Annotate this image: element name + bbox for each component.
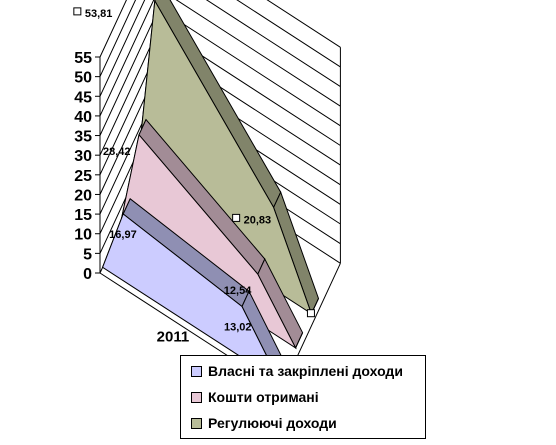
- y-tick-label: 50: [74, 70, 92, 87]
- legend-swatch-2: [191, 417, 202, 429]
- y-tick-label: 55: [74, 50, 92, 67]
- legend-item-1: Кошти отримані: [191, 387, 319, 407]
- legend-label-0: Власні та закріплені доходи: [208, 363, 403, 379]
- data-label-2-1: 20,83: [244, 214, 272, 226]
- y-tick-label: 15: [74, 207, 92, 224]
- data-label-1-1: 12,54: [224, 285, 252, 297]
- legend: Власні та закріплені доходи Кошти отрима…: [180, 355, 426, 439]
- legend-swatch-1: [191, 391, 202, 403]
- legend-swatch-0: [191, 365, 202, 377]
- y-tick-label: 30: [74, 148, 92, 165]
- y-tick-label: 25: [74, 168, 92, 185]
- legend-item-2: Регулюючі доходи: [191, 413, 337, 433]
- series-1-end: [295, 332, 304, 349]
- legend-label-2: Регулюючі доходи: [208, 415, 337, 431]
- gridline-45: [99, 0, 341, 97]
- category-label-2011: 2011: [157, 328, 190, 345]
- y-tick-label: 40: [74, 109, 92, 126]
- legend-item-0: Власні та закріплені доходи: [191, 361, 403, 381]
- y-tick-label: 5: [83, 246, 92, 263]
- marker-2-0: [73, 7, 82, 16]
- y-tick-label: 45: [74, 89, 92, 106]
- data-label-2-0: 53,81: [85, 8, 113, 20]
- series-0-area: [101, 213, 282, 384]
- data-labels: 53,81 20,83 28,42 12,54 16,97 13,02: [73, 7, 315, 333]
- data-label-0-1: 13,02: [224, 321, 252, 333]
- series-group: [101, 0, 320, 384]
- gridline-50: [99, 0, 341, 77]
- y-tick-label: 0: [83, 266, 92, 283]
- y-tick-label: 20: [74, 187, 92, 204]
- gridline-40: [99, 0, 341, 117]
- marker-tail: [306, 309, 315, 318]
- y-tick-label: 35: [74, 129, 92, 146]
- legend-label-1: Кошти отримані: [208, 389, 319, 405]
- gridline-55: [99, 0, 341, 58]
- marker-2-1: [232, 213, 241, 222]
- data-label-0-0: 16,97: [109, 229, 137, 241]
- y-tick-label: 10: [74, 227, 92, 244]
- data-label-1-0: 28,42: [103, 146, 131, 158]
